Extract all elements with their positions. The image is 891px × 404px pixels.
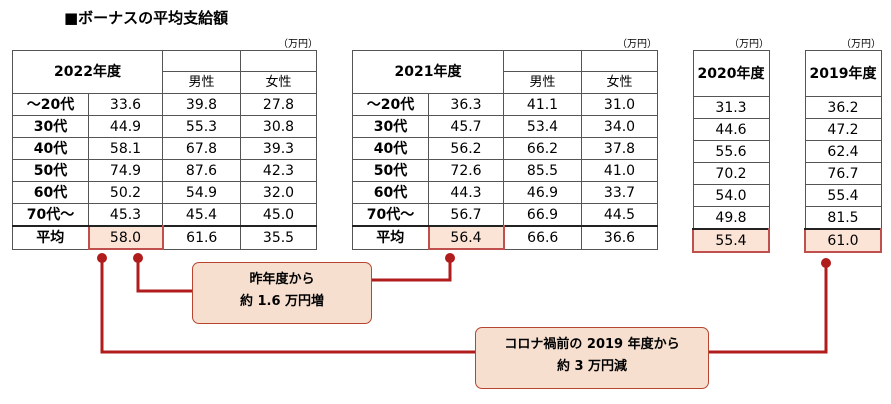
cell-total: 70.2	[692, 162, 770, 185]
table-2019: 2019年度 36.2 47.2 62.4 76.7 55.4 81.5 61.…	[804, 50, 882, 253]
callout-yoy-line2: 約 1.6 万円増	[239, 294, 325, 309]
table-row: 30代 44.9 55.3 30.8	[12, 115, 317, 138]
connector-2019-to-callout2	[708, 263, 828, 354]
avg-male: 61.6	[162, 225, 241, 250]
row-label: 50代	[12, 159, 89, 182]
connector-2022-to-callout2	[100, 258, 476, 354]
avg-total-highlight: 56.4	[427, 225, 505, 250]
cell-female: 41.0	[581, 159, 658, 182]
row-label: 70代～	[352, 203, 429, 227]
average-row: 平均 56.4 66.6 36.6	[352, 225, 658, 250]
row-label: 60代	[352, 181, 429, 204]
row-label: 60代	[12, 181, 89, 204]
callout-yoy: 昨年度から 約 1.6 万円増	[192, 262, 372, 324]
connector-2022-to-callout1	[136, 258, 193, 293]
cell-male: 66.9	[503, 203, 582, 227]
table-row: 62.4	[804, 140, 882, 163]
cell-female: 30.8	[240, 115, 317, 138]
table-2022: 2022年度 男性 女性 ～20代 33.6 39.8 27.8 30代 44.9 55.…	[12, 50, 317, 250]
table-row: 55.4	[804, 184, 882, 207]
year-header-2019: 2019年度	[804, 50, 882, 97]
average-row: 55.4	[692, 228, 770, 253]
cell-male: 54.9	[162, 181, 241, 204]
cell-male: 39.8	[162, 93, 241, 116]
cell-female: 39.3	[240, 137, 317, 160]
cell-total: 81.5	[804, 206, 882, 230]
avg-total-highlight: 55.4	[692, 228, 770, 253]
unit-label-2022: （万円）	[278, 39, 318, 50]
table-row: 70代～ 45.3 45.4 45.0	[12, 203, 317, 227]
callout-vs-2019-line2: 約 3 万円減	[556, 359, 628, 374]
average-row: 平均 58.0 61.6 35.5	[12, 225, 317, 250]
callout-vs-2019: コロナ禍前の 2019 年度から 約 3 万円減	[475, 327, 709, 389]
cell-female: 33.7	[581, 181, 658, 204]
female-header: 女性	[581, 71, 658, 94]
unit-label-2019: （万円）	[841, 39, 881, 50]
avg-male: 66.6	[503, 225, 582, 250]
cell-total: 50.2	[88, 181, 163, 204]
cell-female: 32.0	[240, 181, 317, 204]
callout-yoy-line1: 昨年度から	[249, 272, 315, 287]
cell-male: 46.9	[503, 181, 582, 204]
year-header-2020: 2020年度	[692, 50, 770, 97]
avg-total-highlight: 58.0	[87, 225, 164, 250]
row-label: 50代	[352, 159, 429, 182]
page-title: ■ボーナスの平均支給額	[64, 9, 229, 27]
connector-2021-to-callout1	[371, 258, 452, 282]
table-row: 60代 44.3 46.9 33.7	[352, 181, 658, 204]
year-header-2022: 2022年度	[12, 50, 163, 94]
table-row: 30代 45.7 53.4 34.0	[352, 115, 658, 138]
average-row: 61.0	[804, 228, 882, 253]
row-label: 70代～	[12, 203, 89, 227]
table-row: 60代 50.2 54.9 32.0	[12, 181, 317, 204]
cell-total: 44.3	[428, 181, 504, 204]
cell-total: 74.9	[88, 159, 163, 182]
table-2020: 2020年度 31.3 44.6 55.6 70.2 54.0 49.8 55.…	[692, 50, 770, 253]
connector-dot	[821, 258, 831, 268]
cell-total: 55.4	[804, 184, 882, 207]
female-header: 女性	[240, 71, 317, 94]
row-label: 40代	[352, 137, 429, 160]
table-row: 40代 58.1 67.8 39.3	[12, 137, 317, 160]
avg-female: 36.6	[581, 225, 658, 250]
cell-female: 27.8	[240, 93, 317, 116]
cell-total: 47.2	[804, 118, 882, 141]
table-row: 50代 74.9 87.6 42.3	[12, 159, 317, 182]
connector-dot	[97, 253, 107, 263]
avg-label: 平均	[12, 225, 89, 250]
table-row: 50代 72.6 85.5 41.0	[352, 159, 658, 182]
avg-total-highlight: 61.0	[804, 228, 882, 253]
cell-female: 42.3	[240, 159, 317, 182]
unit-label-2020: （万円）	[729, 39, 769, 50]
connector-dot	[133, 253, 143, 263]
cell-male: 55.3	[162, 115, 241, 138]
avg-label: 平均	[352, 225, 429, 250]
table-row: 47.2	[804, 118, 882, 141]
connector-dot	[445, 253, 455, 263]
callout-vs-2019-line1: コロナ禍前の 2019 年度から	[504, 337, 680, 352]
unit-label-2021: （万円）	[617, 39, 657, 50]
row-label: ～20代	[352, 93, 429, 116]
table-row: 70.2	[692, 162, 770, 185]
table-2021: 2021年度 男性 女性 ～20代 36.3 41.1 31.0 30代 45.7 53.…	[352, 50, 658, 250]
avg-female: 35.5	[240, 225, 317, 250]
table-row: 54.0	[692, 184, 770, 207]
table-row: 81.5	[804, 206, 882, 230]
cell-total: 54.0	[692, 184, 770, 207]
male-header: 男性	[162, 71, 241, 94]
cell-total: 62.4	[804, 140, 882, 163]
cell-total: 58.1	[88, 137, 163, 160]
cell-male: 53.4	[503, 115, 582, 138]
cell-male: 45.4	[162, 203, 241, 227]
